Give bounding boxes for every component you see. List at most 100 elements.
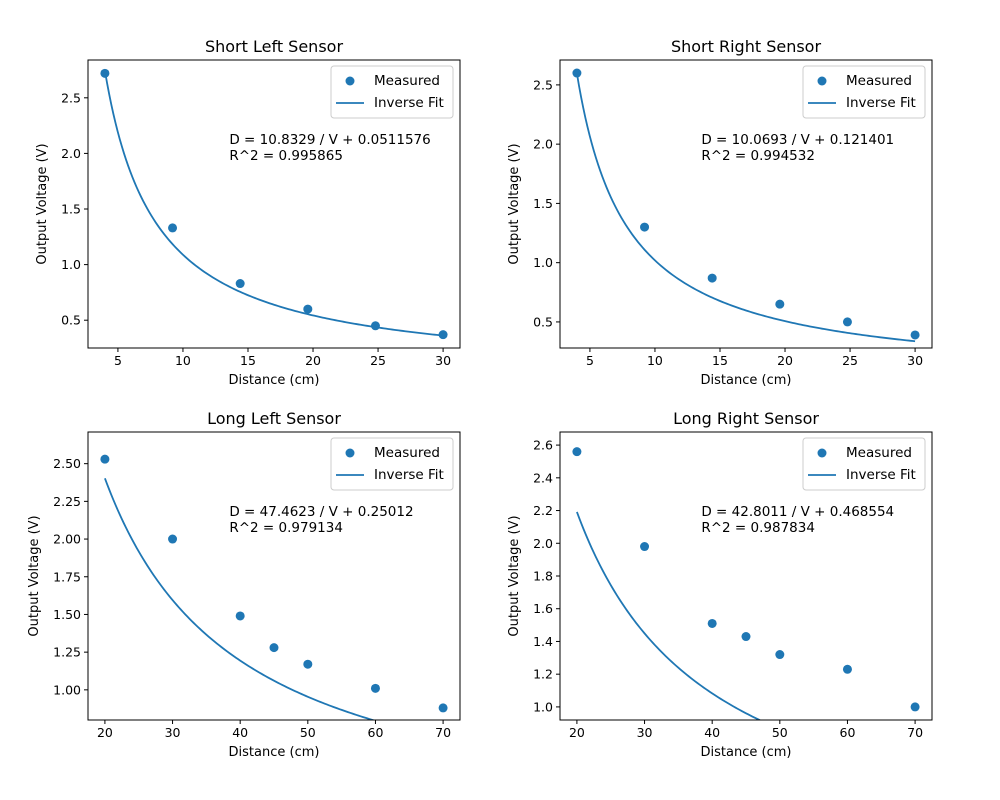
axes-frame bbox=[87, 59, 461, 349]
data-point bbox=[100, 454, 110, 464]
fit-r-squared: R^2 = 0.994532 bbox=[701, 148, 815, 164]
chart-panel-1: Short Left Sensor 5 10 15 20 25 30 0.5 1.0 1.5 2.0… bbox=[35, 37, 461, 388]
x-tick-label: 40 bbox=[704, 725, 720, 740]
x-axis-label: Distance (cm) bbox=[229, 373, 320, 388]
y-tick-label: 2.25 bbox=[53, 494, 81, 509]
y-axis-label: Output Voltage (V) bbox=[507, 515, 522, 636]
x-tick-label: 25 bbox=[842, 353, 858, 368]
legend-marker-measured bbox=[345, 76, 355, 86]
y-tick-label: 2.6 bbox=[533, 438, 553, 453]
x-tick-label: 50 bbox=[772, 725, 788, 740]
data-point bbox=[438, 703, 448, 713]
x-tick-label: 20 bbox=[305, 353, 321, 368]
data-point bbox=[910, 330, 920, 340]
data-point bbox=[100, 68, 110, 78]
chart-title: Short Left Sensor bbox=[205, 37, 343, 56]
x-tick-label: 25 bbox=[370, 353, 386, 368]
data-point bbox=[168, 534, 178, 544]
x-tick-label: 20 bbox=[569, 725, 585, 740]
y-tick-label: 1.0 bbox=[61, 257, 81, 272]
y-tick-label: 2.00 bbox=[53, 532, 81, 547]
legend: Measured Inverse Fit bbox=[802, 437, 926, 491]
y-tick-label: 2.0 bbox=[533, 137, 553, 152]
y-tick-label: 1.0 bbox=[533, 255, 553, 270]
data-point bbox=[303, 304, 313, 314]
y-axis-label: Output Voltage (V) bbox=[507, 143, 522, 264]
x-axis-label: Distance (cm) bbox=[701, 373, 792, 388]
y-tick-label: 1.00 bbox=[53, 682, 81, 697]
legend-box bbox=[330, 437, 454, 491]
x-axis-label: Distance (cm) bbox=[701, 745, 792, 760]
x-tick-label: 5 bbox=[114, 353, 122, 368]
legend-label-fit: Inverse Fit bbox=[374, 467, 444, 483]
data-point bbox=[572, 447, 582, 457]
legend-label-measured: Measured bbox=[374, 73, 440, 89]
y-tick-label: 2.5 bbox=[61, 90, 81, 105]
y-tick-label: 2.0 bbox=[533, 536, 553, 551]
fit-equation: D = 42.8011 / V + 0.468554 bbox=[701, 504, 894, 520]
data-point bbox=[775, 299, 785, 309]
data-point bbox=[741, 632, 751, 642]
fit-curve bbox=[104, 477, 376, 720]
chart-title: Long Left Sensor bbox=[207, 409, 341, 428]
data-point bbox=[370, 321, 380, 331]
y-tick-label: 1.6 bbox=[533, 601, 553, 616]
y-tick-label: 1.4 bbox=[533, 634, 553, 649]
data-point bbox=[235, 279, 245, 289]
y-tick-label: 1.25 bbox=[53, 645, 81, 660]
x-tick-label: 30 bbox=[435, 353, 451, 368]
fit-curve bbox=[576, 73, 916, 343]
x-tick-label: 10 bbox=[175, 353, 191, 368]
fit-curve bbox=[104, 70, 444, 337]
fit-r-squared: R^2 = 0.979134 bbox=[229, 520, 343, 536]
fit-equation: D = 47.4623 / V + 0.25012 bbox=[229, 504, 413, 520]
y-axis-label: Output Voltage (V) bbox=[35, 143, 50, 264]
legend-label-measured: Measured bbox=[846, 445, 912, 461]
x-tick-label: 40 bbox=[232, 725, 248, 740]
y-axis-label: Output Voltage (V) bbox=[27, 515, 42, 636]
fit-curve bbox=[576, 511, 762, 720]
data-point bbox=[269, 643, 279, 653]
x-tick-label: 30 bbox=[637, 725, 653, 740]
data-point bbox=[370, 683, 380, 693]
data-point bbox=[235, 611, 245, 621]
chart-title: Long Right Sensor bbox=[673, 409, 819, 428]
legend: Measured Inverse Fit bbox=[802, 65, 926, 119]
axes-frame bbox=[87, 431, 461, 721]
axes-frame bbox=[559, 59, 933, 349]
data-point bbox=[842, 317, 852, 327]
y-tick-label: 1.2 bbox=[533, 667, 553, 682]
y-tick-label: 2.5 bbox=[533, 77, 553, 92]
legend: Measured Inverse Fit bbox=[330, 65, 454, 119]
legend-label-fit: Inverse Fit bbox=[846, 467, 916, 483]
x-tick-label: 30 bbox=[165, 725, 181, 740]
x-tick-label: 20 bbox=[777, 353, 793, 368]
x-tick-label: 15 bbox=[712, 353, 728, 368]
x-tick-label: 70 bbox=[907, 725, 923, 740]
legend-box bbox=[330, 65, 454, 119]
data-point bbox=[303, 659, 313, 669]
x-tick-label: 60 bbox=[840, 725, 856, 740]
legend-label-fit: Inverse Fit bbox=[374, 95, 444, 111]
data-point bbox=[707, 273, 717, 283]
x-axis-label: Distance (cm) bbox=[229, 745, 320, 760]
legend-label-measured: Measured bbox=[846, 73, 912, 89]
legend-marker-measured bbox=[817, 448, 827, 458]
chart-panel-4: Long Right Sensor 20 30 40 50 60 70 1.0 1.2 1.4 1.… bbox=[507, 409, 933, 760]
fit-equation: D = 10.0693 / V + 0.121401 bbox=[701, 132, 894, 148]
y-tick-label: 1.50 bbox=[53, 607, 81, 622]
y-tick-label: 0.5 bbox=[61, 313, 81, 328]
x-tick-label: 20 bbox=[97, 725, 113, 740]
legend-box bbox=[802, 65, 926, 119]
y-tick-label: 1.75 bbox=[53, 569, 81, 584]
fit-equation: D = 10.8329 / V + 0.0511576 bbox=[229, 132, 430, 148]
y-tick-label: 2.4 bbox=[533, 470, 553, 485]
x-tick-label: 70 bbox=[435, 725, 451, 740]
x-tick-label: 30 bbox=[907, 353, 923, 368]
data-point bbox=[775, 650, 785, 660]
legend-marker-measured bbox=[345, 448, 355, 458]
y-tick-label: 2.2 bbox=[533, 503, 553, 518]
data-point bbox=[707, 618, 717, 628]
data-point bbox=[842, 664, 852, 674]
